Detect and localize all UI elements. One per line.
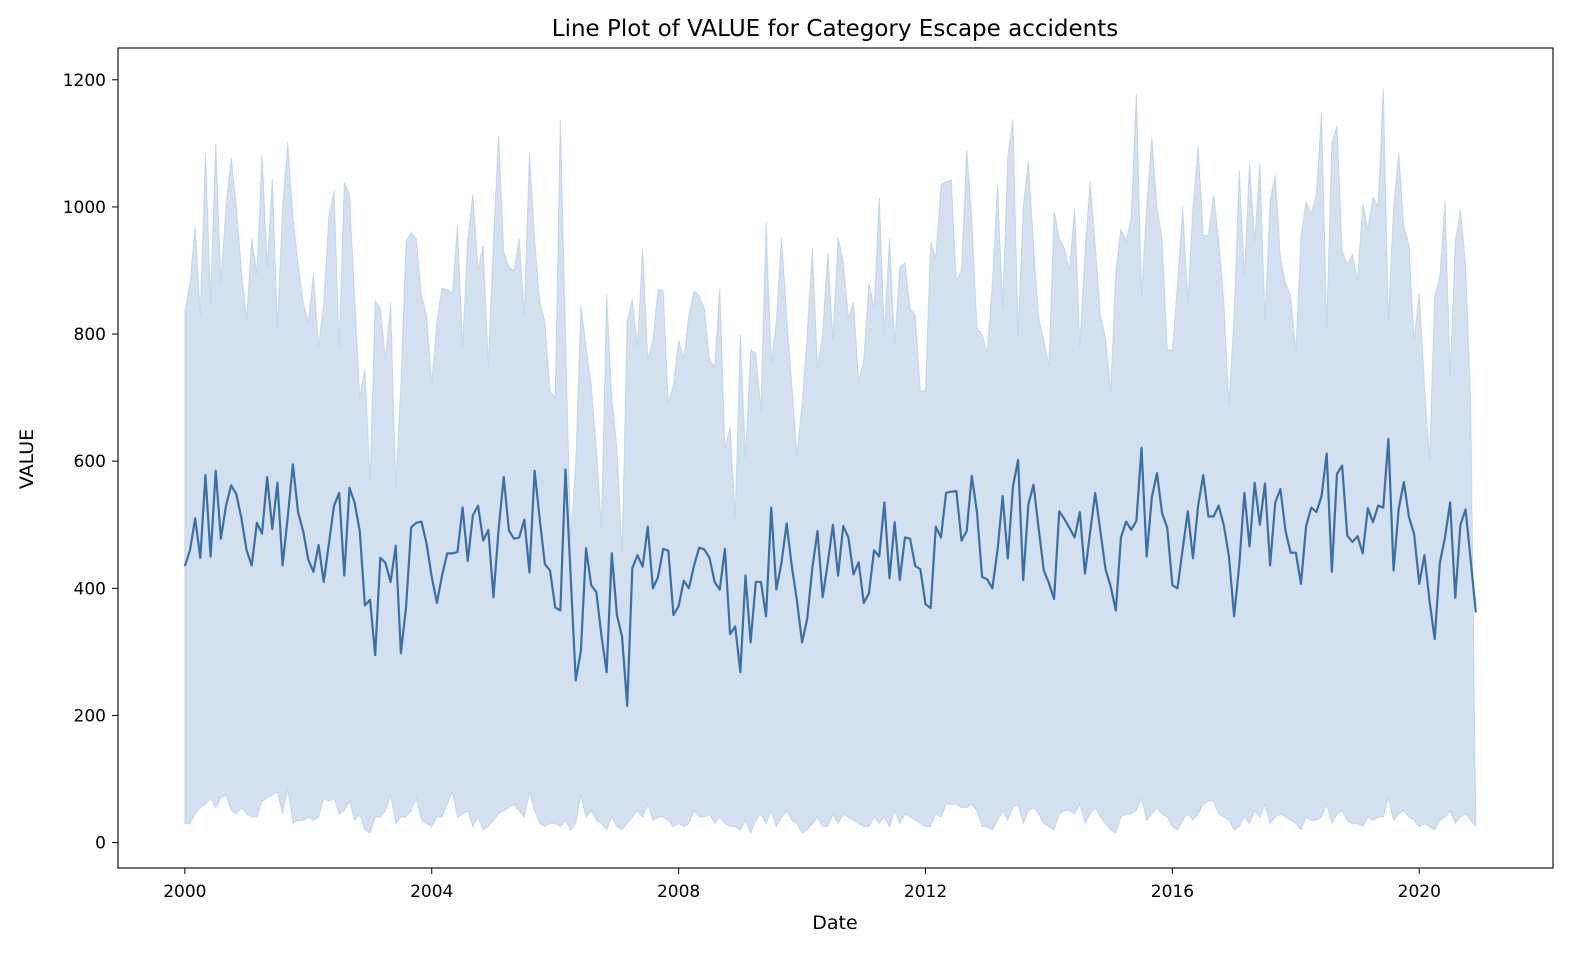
chart-title: Line Plot of VALUE for Category Escape a…	[552, 16, 1118, 42]
y-tick-label: 200	[74, 706, 106, 726]
y-axis-ticks: 0 200 400 600 800 1000 1200	[63, 71, 118, 854]
y-tick-label: 0	[95, 834, 106, 854]
y-tick-label: 1200	[63, 71, 106, 91]
y-tick-label: 600	[74, 452, 106, 472]
y-axis-label: VALUE	[16, 429, 38, 489]
plot-frame	[117, 47, 1554, 869]
x-tick-label: 2012	[904, 882, 947, 902]
series-line	[183, 437, 1477, 708]
confidence-band	[184, 87, 1477, 835]
x-axis-ticks: 2000 2004 2008 2012 2016 2020	[163, 868, 1441, 902]
x-tick-label: 2000	[163, 882, 206, 902]
x-tick-label: 2008	[657, 882, 700, 902]
y-tick-label: 400	[74, 579, 106, 599]
y-tick-label: 800	[74, 325, 106, 345]
x-tick-label: 2004	[410, 882, 453, 902]
x-tick-label: 2016	[1151, 882, 1194, 902]
y-tick-label: 1000	[63, 198, 106, 218]
x-axis-label: Date	[812, 912, 857, 934]
x-tick-label: 2020	[1398, 882, 1441, 902]
